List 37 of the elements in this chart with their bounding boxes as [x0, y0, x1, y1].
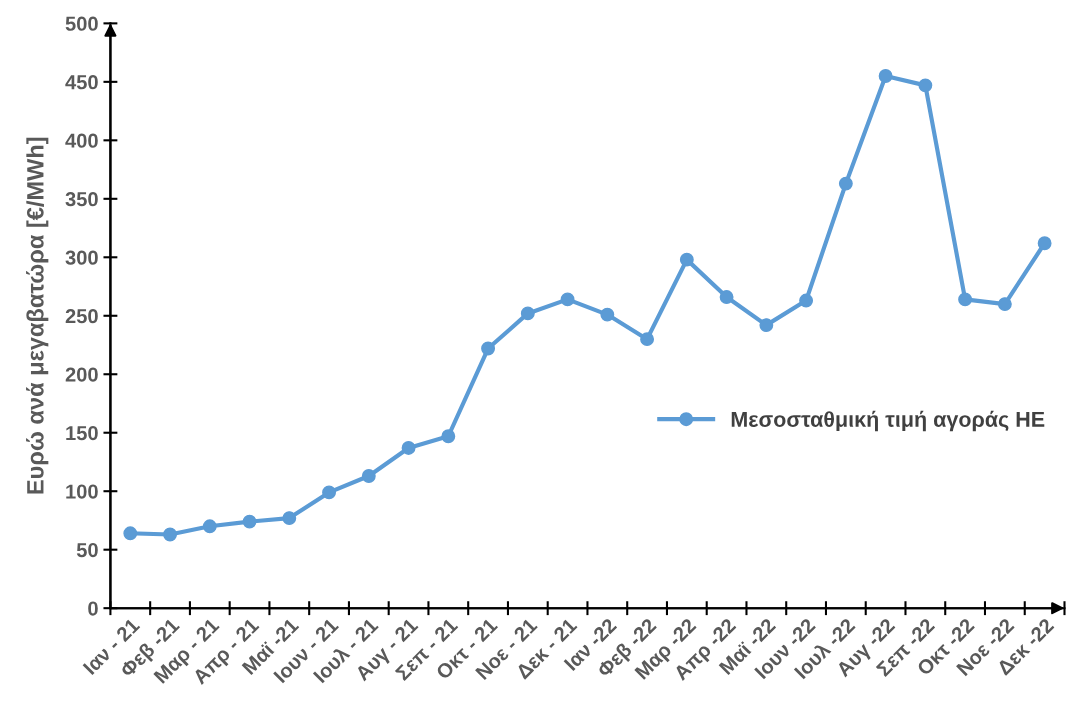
- point: [719, 290, 734, 304]
- point: [997, 297, 1012, 312]
- point: [958, 292, 973, 307]
- y-tick-label: 400: [65, 133, 98, 148]
- point: [918, 78, 933, 93]
- point: [560, 292, 575, 307]
- point: [282, 511, 297, 526]
- y-tick-label: 50: [76, 542, 98, 558]
- point: [640, 332, 655, 347]
- legend-label: Μεσοσταθμική τιμή αγοράς ΗΕ: [731, 410, 1045, 432]
- y-tick-label: 0: [88, 601, 98, 616]
- point: [242, 514, 257, 529]
- y-tick-label: 300: [65, 250, 98, 265]
- point: [401, 440, 416, 455]
- point: [163, 527, 177, 542]
- point: [799, 293, 814, 308]
- point: [123, 526, 138, 541]
- y-tick-label: 250: [65, 309, 98, 324]
- point: [600, 307, 615, 322]
- y-tick-label: 150: [66, 425, 98, 441]
- point: [441, 429, 456, 444]
- point: [838, 176, 853, 191]
- y-tick-label: 350: [65, 192, 98, 207]
- point: [202, 519, 217, 534]
- y-tick-label: 200: [65, 367, 98, 382]
- y-axis-title: Ευρώ ανά μεγαβατώρα [€/MWh]: [26, 137, 49, 494]
- y-tick-label: 500: [65, 16, 98, 31]
- point: [878, 69, 893, 83]
- point: [759, 318, 774, 333]
- point: [322, 485, 337, 500]
- point: [481, 341, 496, 356]
- y-tick-label: 450: [65, 75, 98, 90]
- y-tick-label: 100: [66, 484, 98, 499]
- point: [361, 469, 376, 483]
- point: [679, 252, 694, 267]
- point: [520, 306, 535, 321]
- point: [1037, 236, 1052, 251]
